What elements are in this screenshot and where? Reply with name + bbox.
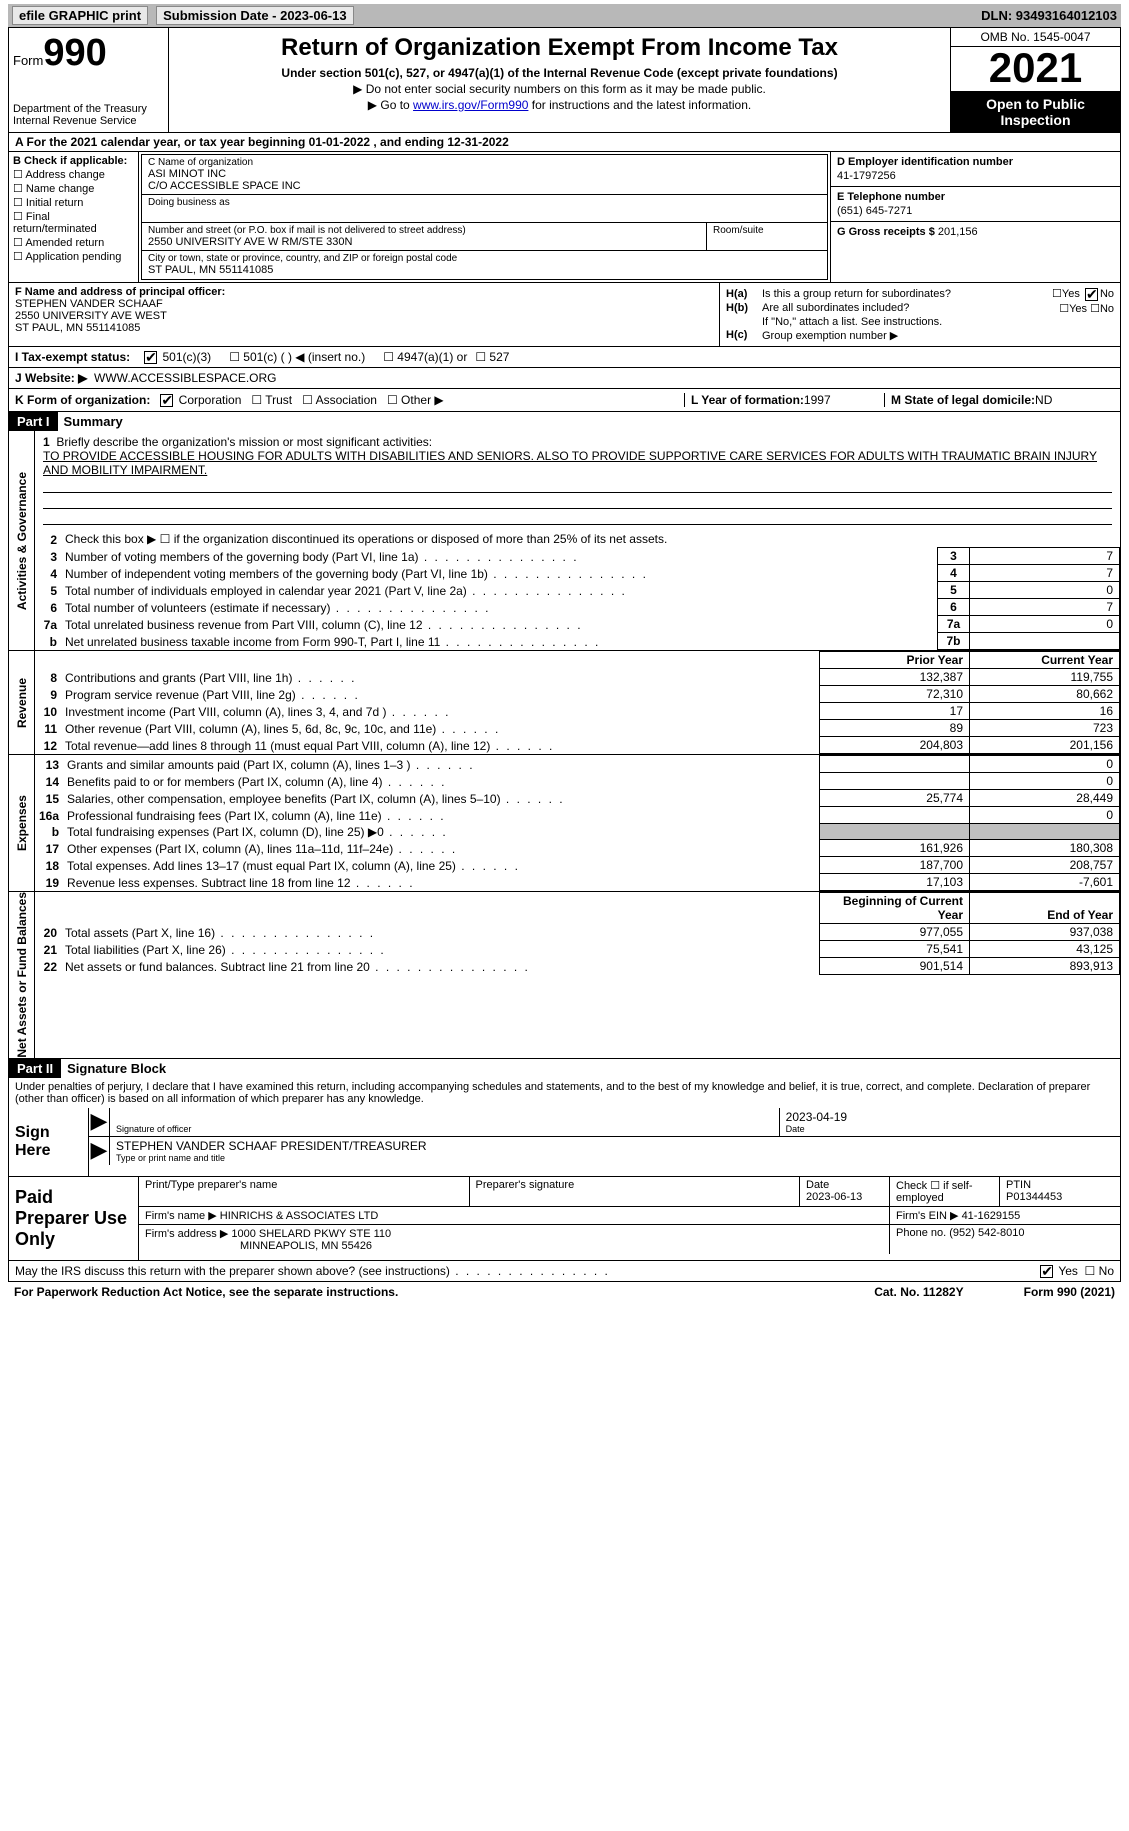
dln: DLN: 93493164012103	[981, 8, 1117, 23]
state-domicile: ND	[1035, 393, 1052, 407]
sign-here-label: Sign Here	[9, 1108, 89, 1176]
paid-preparer-label: Paid Preparer Use Only	[9, 1177, 139, 1260]
gross-receipts: 201,156	[938, 226, 978, 238]
501c3-checkbox[interactable]	[144, 351, 157, 364]
officer-printed-name: STEPHEN VANDER SCHAAF PRESIDENT/TREASURE…	[116, 1139, 1114, 1153]
signature-block: Under penalties of perjury, I declare th…	[8, 1078, 1121, 1177]
row-a-period: A For the 2021 calendar year, or tax yea…	[8, 133, 1121, 152]
top-bar: efile GRAPHIC print Submission Date - 20…	[8, 4, 1121, 27]
signature-date: 2023-04-19	[786, 1110, 1114, 1124]
dept-treasury: Department of the Treasury	[13, 103, 164, 115]
corp-checkbox[interactable]	[160, 394, 173, 407]
firm-phone: (952) 542-8010	[949, 1227, 1024, 1239]
firm-ein: 41-1629155	[962, 1210, 1021, 1222]
telephone: (651) 645-7271	[837, 205, 1114, 217]
form-header: Form990 Department of the Treasury Inter…	[8, 27, 1121, 133]
discuss-yes-checkbox[interactable]	[1040, 1265, 1053, 1278]
footer-row: For Paperwork Reduction Act Notice, see …	[8, 1282, 1121, 1302]
cat-no: Cat. No. 11282Y	[874, 1285, 963, 1299]
vtab-governance: Activities & Governance	[15, 472, 29, 610]
part1-expenses: Expenses 13Grants and similar amounts pa…	[8, 755, 1121, 892]
form-label: Form	[13, 53, 43, 68]
tax-year: 2021	[951, 47, 1120, 92]
ha-no-checkbox[interactable]	[1085, 288, 1098, 301]
row-j-website: J Website: ▶ WWW.ACCESSIBLESPACE.ORG	[8, 368, 1121, 389]
entity-info: B Check if applicable: ☐ Address change …	[8, 152, 1121, 283]
city-state-zip: ST PAUL, MN 551141085	[148, 264, 821, 276]
ptin: P01344453	[1006, 1191, 1114, 1203]
website: WWW.ACCESSIBLESPACE.ORG	[94, 371, 276, 385]
part1-revenue: Revenue Prior YearCurrent Year8Contribut…	[8, 651, 1121, 755]
efile-button[interactable]: efile GRAPHIC print	[12, 6, 148, 25]
ein: 41-1797256	[837, 170, 1114, 182]
street-address: 2550 UNIVERSITY AVE W RM/STE 330N	[148, 236, 700, 248]
discuss-row: May the IRS discuss this return with the…	[8, 1261, 1121, 1282]
row-k-org-form: K Form of organization: Corporation ☐ Tr…	[8, 389, 1121, 412]
irs-label: Internal Revenue Service	[13, 115, 164, 127]
firm-name: HINRICHS & ASSOCIATES LTD	[220, 1210, 379, 1222]
arrow-icon: ▶	[89, 1137, 109, 1165]
arrow-icon: ▶	[89, 1108, 109, 1136]
instructions-link-row: ▶ Go to www.irs.gov/Form990 for instruct…	[175, 98, 944, 112]
preparer-date: 2023-06-13	[806, 1191, 883, 1203]
org-co: C/O ACCESSIBLE SPACE INC	[148, 180, 821, 192]
paid-preparer-block: Paid Preparer Use Only Print/Type prepar…	[8, 1177, 1121, 1261]
privacy-note: ▶ Do not enter social security numbers o…	[175, 82, 944, 96]
firm-address: 1000 SHELARD PKWY STE 110	[231, 1228, 391, 1240]
perjury-declaration: Under penalties of perjury, I declare th…	[9, 1078, 1120, 1108]
part1-governance: Activities & Governance 1 Briefly descri…	[8, 431, 1121, 651]
form-subtitle: Under section 501(c), 527, or 4947(a)(1)…	[175, 66, 944, 80]
dba-label: Doing business as	[148, 197, 821, 208]
row-i-tax-status: I Tax-exempt status: 501(c)(3) ☐ 501(c) …	[8, 347, 1121, 368]
form-title: Return of Organization Exempt From Incom…	[175, 34, 944, 62]
vtab-expenses: Expenses	[15, 795, 29, 851]
irs-link[interactable]: www.irs.gov/Form990	[413, 98, 528, 112]
form-number: 990	[43, 32, 106, 74]
part1-header-row: Part ISummary	[8, 412, 1121, 431]
year-formation: 1997	[804, 393, 831, 407]
officer-name: STEPHEN VANDER SCHAAF	[15, 298, 713, 310]
org-name: ASI MINOT INC	[148, 168, 821, 180]
part1-netassets: Net Assets or Fund Balances Beginning of…	[8, 892, 1121, 1059]
mission-text: TO PROVIDE ACCESSIBLE HOUSING FOR ADULTS…	[43, 449, 1097, 477]
submission-date: Submission Date - 2023-06-13	[156, 6, 354, 25]
org-name-label: C Name of organization	[148, 157, 821, 168]
open-inspection: Open to Public Inspection	[951, 92, 1120, 132]
part2-header-row: Part IISignature Block	[8, 1059, 1121, 1078]
col-b-checkboxes: B Check if applicable: ☐ Address change …	[9, 152, 139, 282]
vtab-revenue: Revenue	[15, 678, 29, 728]
vtab-netassets: Net Assets or Fund Balances	[15, 892, 29, 1058]
row-f-h: F Name and address of principal officer:…	[8, 283, 1121, 347]
form-footer: Form 990 (2021)	[1024, 1285, 1115, 1299]
